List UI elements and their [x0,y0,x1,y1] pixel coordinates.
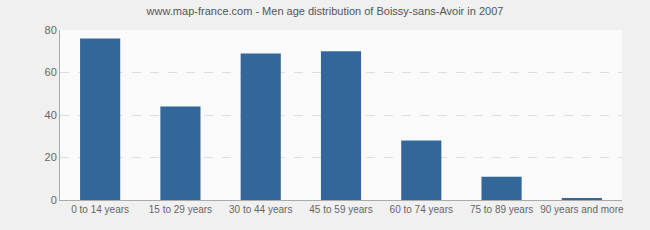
svg-text:90 years and more: 90 years and more [540,204,624,215]
svg-text:45 to 59 years: 45 to 59 years [309,204,372,215]
svg-text:80: 80 [45,24,57,36]
svg-text:20: 20 [45,151,57,163]
svg-text:0 to 14 years: 0 to 14 years [71,204,129,215]
svg-text:www.map-france.com - Men age d: www.map-france.com - Men age distributio… [146,5,504,17]
svg-text:0: 0 [51,194,57,206]
svg-text:60 to 74 years: 60 to 74 years [390,204,453,215]
svg-text:30 to 44 years: 30 to 44 years [229,204,292,215]
svg-text:75 to 89 years: 75 to 89 years [470,204,533,215]
svg-text:15 to 29 years: 15 to 29 years [149,204,212,215]
svg-text:60: 60 [45,66,57,78]
svg-text:40: 40 [45,109,57,121]
